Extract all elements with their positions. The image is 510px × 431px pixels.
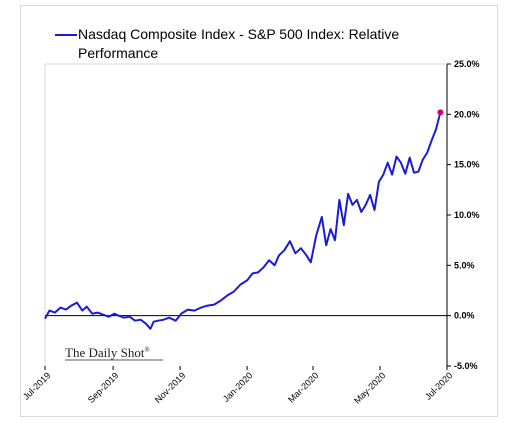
y-tick-label: 20.0% <box>454 109 480 119</box>
x-tick-label: Sep-2019 <box>86 370 121 405</box>
y-tick-label: -5.0% <box>454 361 478 371</box>
legend: Nasdaq Composite Index - S&P 500 Index: … <box>55 26 399 61</box>
legend-label-line2: Performance <box>78 45 158 61</box>
y-ticks: 25.0% 20.0% 15.0% 10.0% 5.0% 0.0% -5.0% <box>447 59 480 371</box>
watermark-registered-mark: ® <box>144 346 150 354</box>
y-tick-label: 0.0% <box>454 311 475 321</box>
watermark-label: The Daily Shot <box>65 345 145 360</box>
watermark: The Daily Shot® <box>65 345 163 361</box>
y-tick-label: 15.0% <box>454 160 480 170</box>
x-tick-label: Jul-2020 <box>423 370 454 401</box>
y-tick-label: 10.0% <box>454 210 480 220</box>
watermark-text: The Daily Shot® <box>65 345 150 360</box>
y-tick-label: 25.0% <box>454 59 480 69</box>
series-endpoint-marker <box>437 109 444 116</box>
x-tick-label: Jan-2020 <box>221 370 255 404</box>
x-ticks: Jul-2019 Sep-2019 Nov-2019 Jan-2020 Mar-2020… <box>21 366 454 406</box>
x-tick-label: Jul-2019 <box>21 370 52 401</box>
series-line-nasdaq-sp500 <box>44 112 442 330</box>
legend-label-line1: Nasdaq Composite Index - S&P 500 Index: … <box>78 26 399 42</box>
y-tick-label: 5.0% <box>454 260 475 270</box>
x-tick-label: Nov-2019 <box>153 370 188 405</box>
x-tick-label: May-2020 <box>352 370 387 405</box>
x-tick-label: Mar-2020 <box>286 370 320 404</box>
chart-frame: Nasdaq Composite Index - S&P 500 Index: … <box>20 5 498 417</box>
chart-svg: Nasdaq Composite Index - S&P 500 Index: … <box>21 26 480 406</box>
